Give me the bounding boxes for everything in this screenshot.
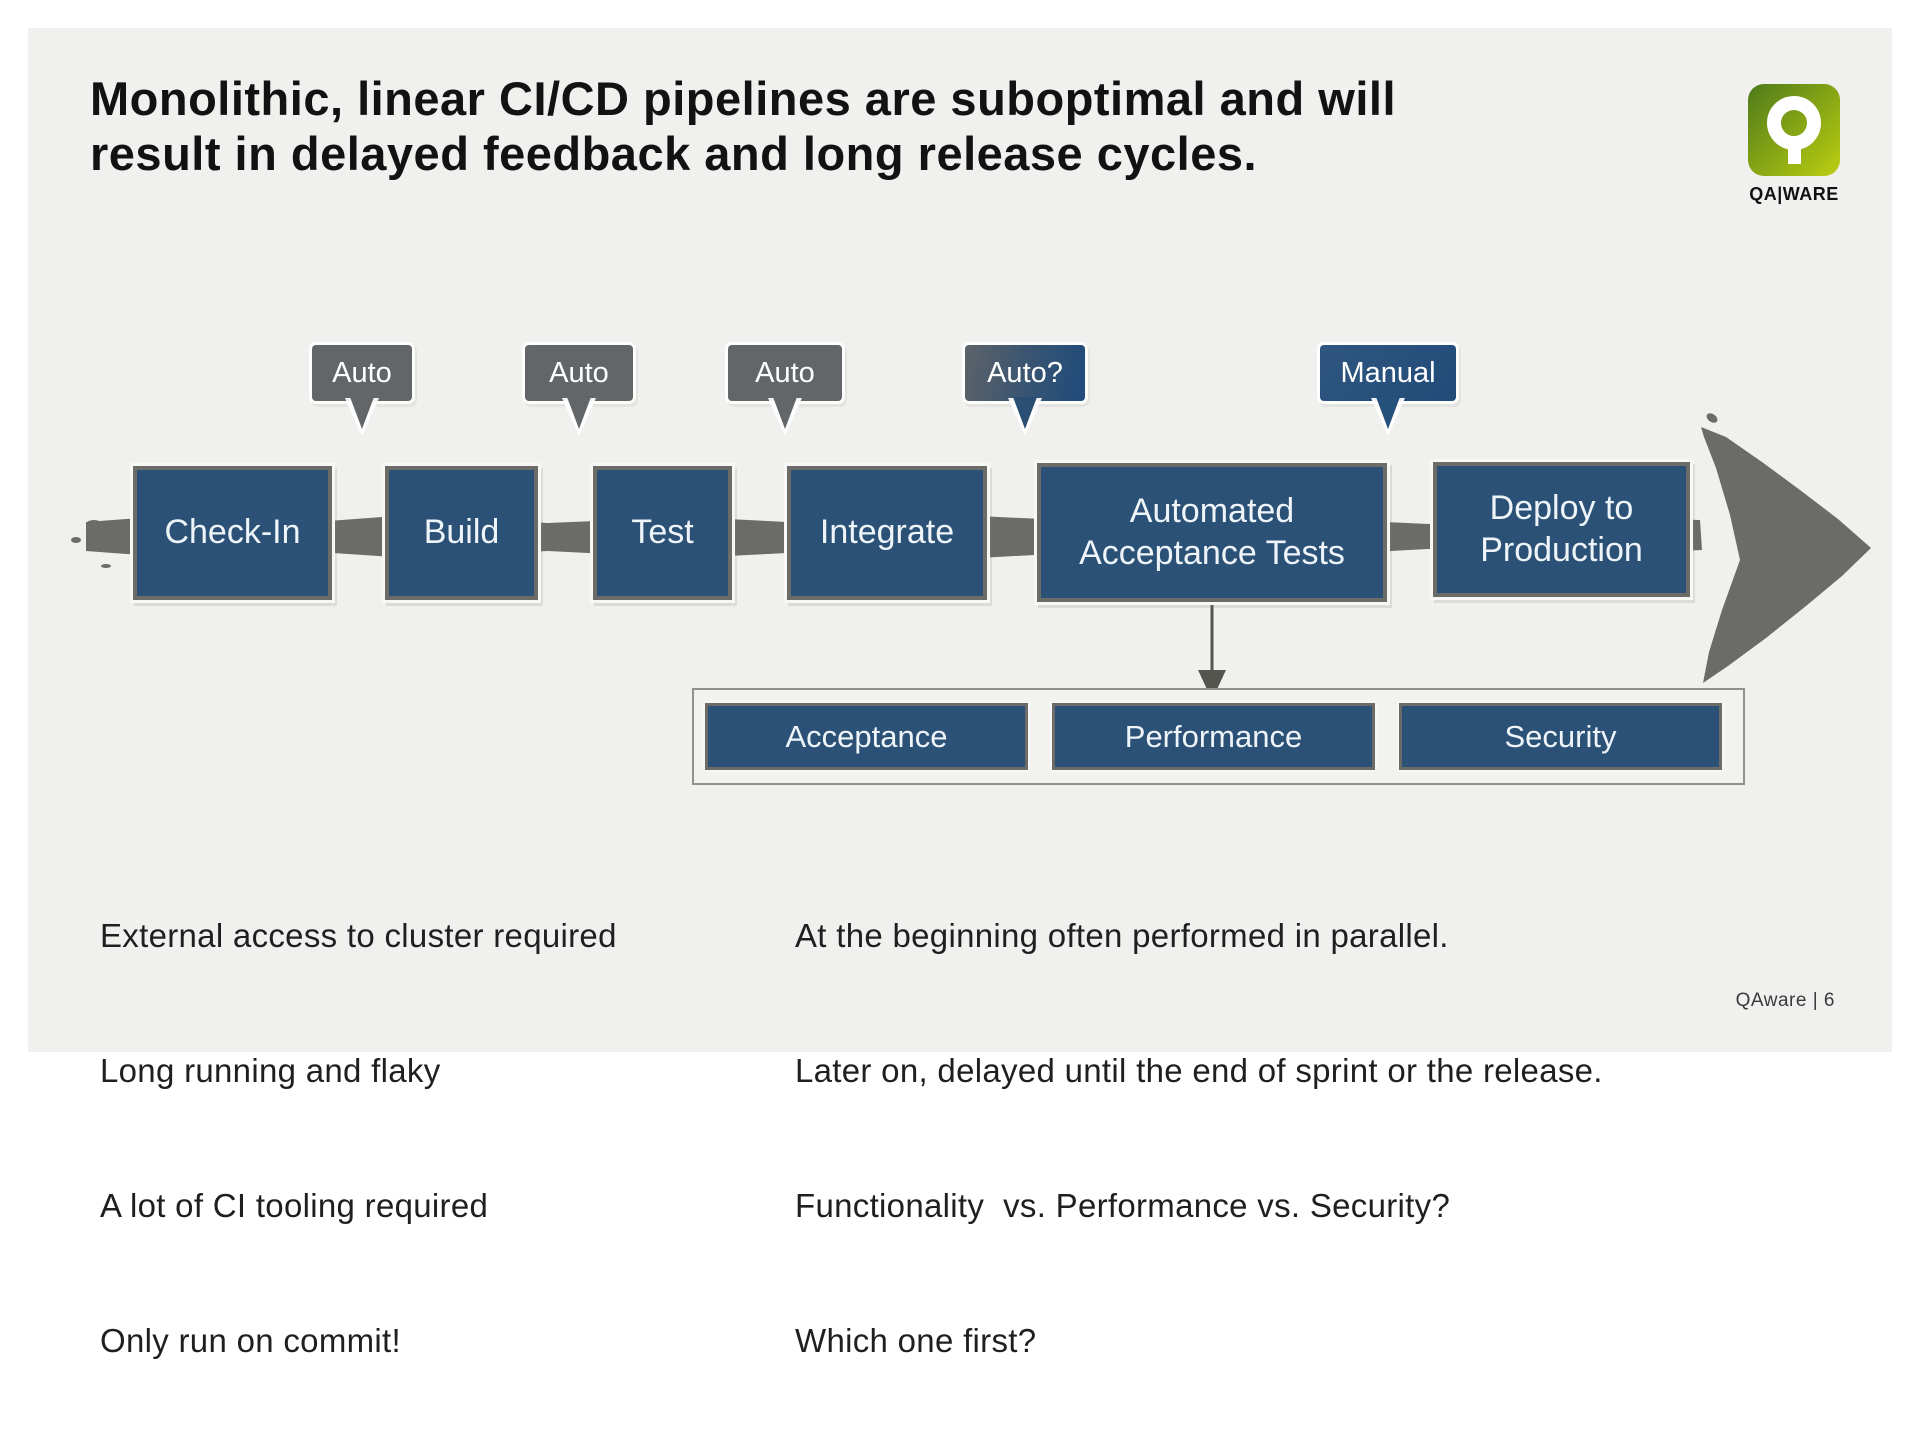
qaware-logo-icon: [1748, 84, 1840, 176]
title-line-1: Monolithic, linear CI/CD pipelines are s…: [90, 72, 1397, 125]
stage-integrate: Integrate: [787, 466, 987, 600]
slide-background: Monolithic, linear CI/CD pipelines are s…: [28, 28, 1892, 1359]
bubble-auto-3: Auto: [728, 345, 842, 401]
subtest-security: Security: [1399, 703, 1722, 770]
page-title: Monolithic, linear CI/CD pipelines are s…: [90, 72, 1710, 181]
qaware-logo-text: QA|WARE: [1749, 184, 1839, 204]
subtest-acceptance: Acceptance: [705, 703, 1028, 770]
note-line: Long running and flaky: [100, 1052, 441, 1089]
note-line: Only run on commit!: [100, 1322, 401, 1359]
title-line-2: result in delayed feedback and long rele…: [90, 126, 1258, 180]
stage-automated-acceptance-tests: Automated Acceptance Tests: [1037, 463, 1387, 602]
note-line: External access to cluster required: [100, 917, 617, 954]
bubble-auto-2: Auto: [525, 345, 633, 401]
stage-check-in: Check-In: [133, 466, 332, 600]
note-line: Functionality vs. Performance vs. Securi…: [795, 1187, 1451, 1224]
stage-test: Test: [593, 466, 732, 600]
qaware-logo: QA|WARE: [1746, 84, 1842, 205]
note-line: Later on, delayed until the end of sprin…: [795, 1052, 1603, 1089]
note-line: Which one first?: [795, 1322, 1037, 1359]
notes-left: External access to cluster required Long…: [100, 823, 617, 1453]
slide-footer: QAware | 6: [1735, 990, 1835, 1011]
bubble-auto-1: Auto: [312, 345, 412, 401]
stage-build: Build: [385, 466, 538, 600]
note-line: At the beginning often performed in para…: [795, 917, 1449, 954]
bubble-auto-question: Auto?: [965, 345, 1085, 401]
stage-deploy-to-production: Deploy to Production: [1433, 462, 1690, 597]
subtest-performance: Performance: [1052, 703, 1375, 770]
bubble-manual: Manual: [1320, 345, 1456, 401]
notes-right: At the beginning often performed in para…: [795, 823, 1603, 1453]
note-line: A lot of CI tooling required: [100, 1187, 489, 1224]
